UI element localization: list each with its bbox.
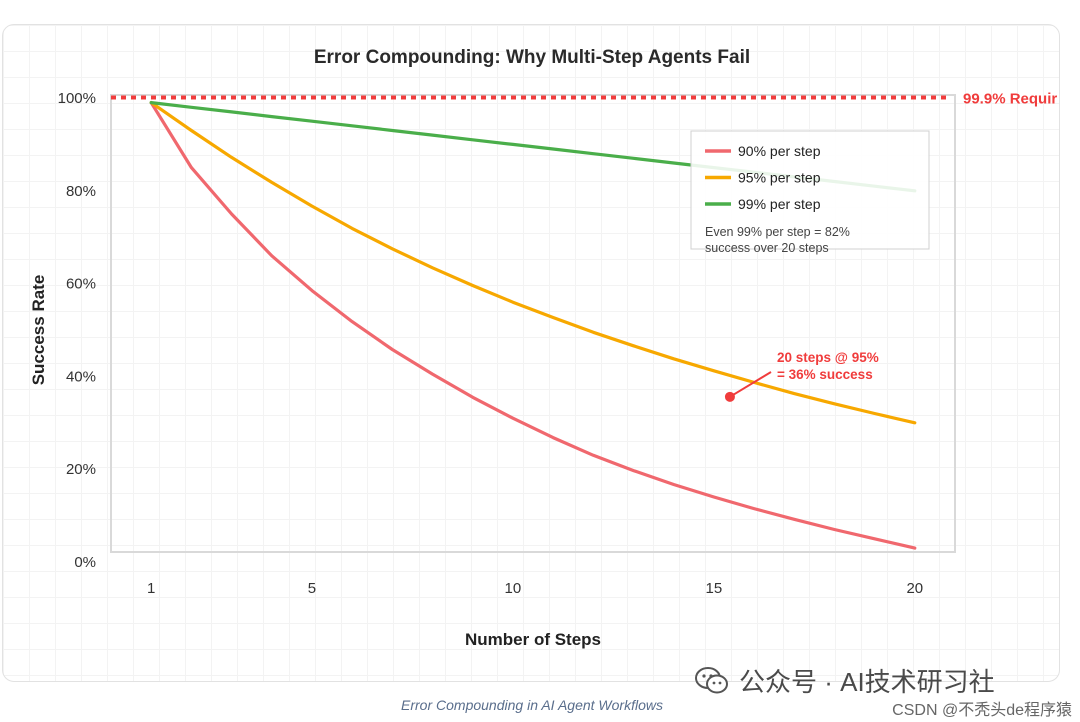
x-tick-label: 20 (906, 580, 923, 597)
chart-title: Error Compounding: Why Multi-Step Agents… (314, 47, 750, 68)
x-axis-label: Number of Steps (465, 630, 601, 649)
annotation-arrow (729, 371, 772, 398)
watermark-csdn: CSDN @不秃头de程序猿 (892, 702, 1072, 719)
annotation-text: 20 steps @ 95% (777, 350, 879, 365)
wechat-icon (695, 666, 728, 693)
y-tick-label: 80% (66, 183, 96, 200)
y-tick-label: 20% (66, 461, 96, 478)
y-axis-label: Success Rate (29, 275, 48, 386)
legend-label: 95% per step (738, 170, 821, 186)
y-tick-label: 0% (74, 554, 96, 571)
annotation-text: = 36% success (777, 367, 873, 382)
x-tick-label: 10 (505, 580, 522, 597)
figure-caption: Error Compounding in AI Agent Workflows (401, 697, 663, 713)
legend-note: success over 20 steps (705, 241, 829, 255)
x-tick-label: 1 (147, 580, 155, 597)
plot-frame (110, 94, 956, 553)
series-line-95% per step (149, 100, 917, 425)
annotation-point (724, 391, 735, 402)
y-tick-label: 40% (66, 368, 96, 385)
y-tick-label: 60% (66, 276, 96, 293)
line-chart: Error Compounding: Why Multi-Step Agents… (29, 47, 1057, 649)
x-tick-label: 15 (706, 580, 723, 597)
series-line-90% per step (149, 100, 917, 550)
y-tick-label: 100% (58, 90, 96, 107)
reference-line-label: 99.9% Requir (963, 90, 1057, 107)
watermark-wechat: 公众号 · AI技术研习社 (695, 662, 995, 699)
legend-note: Even 99% per step = 82% (705, 225, 850, 239)
chart-card: Error Compounding: Why Multi-Step Agents… (2, 24, 1060, 682)
legend-label: 90% per step (738, 143, 821, 159)
x-tick-label: 5 (308, 580, 316, 597)
legend-label: 99% per step (738, 196, 821, 212)
watermark-text: 公众号 · AI技术研习社 (739, 667, 995, 697)
